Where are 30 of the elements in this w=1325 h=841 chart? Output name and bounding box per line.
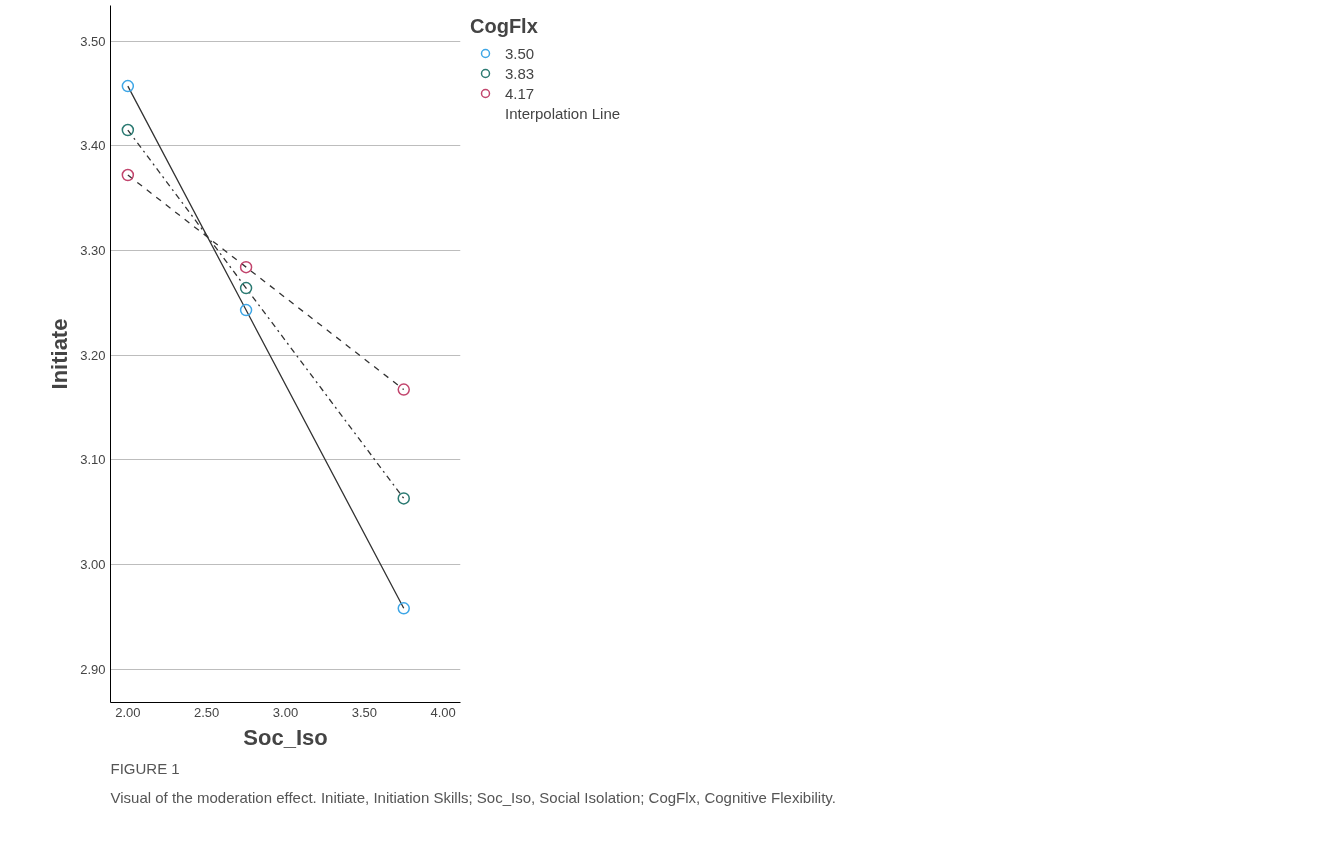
x-axis-title: Soc_Iso (243, 724, 328, 750)
point (239, 303, 253, 317)
point (121, 168, 135, 182)
point (239, 281, 253, 295)
y-tick-label: 3.20 (80, 347, 106, 363)
x-tick-label: 2.50 (194, 704, 220, 720)
y-tick-label: 3.50 (80, 33, 106, 49)
y-axis-title: Initiate (47, 318, 73, 390)
legend-label: 3.50 (505, 44, 535, 62)
y-tick-label: 3.00 (80, 556, 106, 572)
legend-label: 4.17 (505, 84, 535, 102)
y-tick-label: 3.10 (80, 452, 106, 468)
legend-label: 3.83 (505, 64, 535, 82)
point (239, 260, 253, 274)
x-tick-label: 2.00 (115, 704, 141, 720)
point (397, 383, 410, 396)
text: Visual of the moderation effect. Initiate, Initiation Skills; Soc_Iso, Social Isolation; CogFlx, Cognitive Flexibility. (110, 788, 836, 806)
caption: FIGURE 1 (110, 759, 180, 777)
text: Interpolation Line (505, 104, 621, 122)
y-tick-label: 3.30 (80, 242, 106, 258)
point (121, 79, 135, 93)
y-tick-label: 3.40 (80, 138, 106, 154)
x-tick-label: 4.00 (430, 704, 456, 720)
point (121, 123, 135, 137)
legend-title: CogFlx (470, 15, 539, 38)
point (397, 492, 410, 505)
y-tick-label: 2.90 (80, 661, 106, 677)
point (397, 602, 410, 615)
x-tick-label: 3.00 (272, 704, 299, 720)
x-tick-label: 3.50 (351, 704, 377, 720)
